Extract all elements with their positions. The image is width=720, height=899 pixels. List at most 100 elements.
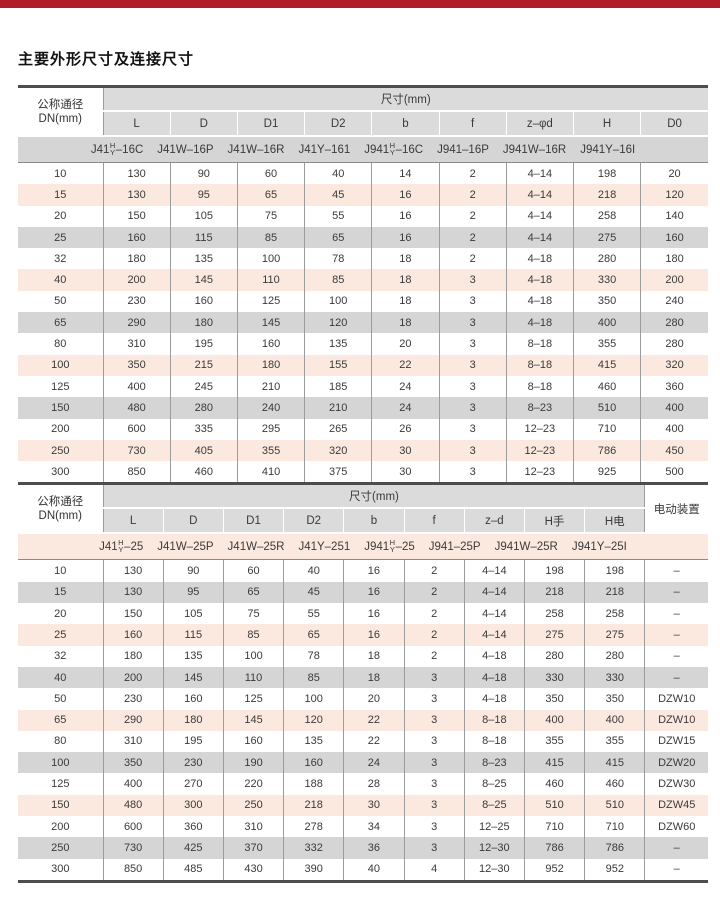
value-cell: 140 (640, 205, 708, 227)
table-row: 40 200 145 110 85 18 3 4–18 330 330– (18, 666, 708, 689)
value-cell: 130 (102, 184, 171, 206)
actuator-cell: DZW10 (644, 688, 708, 710)
column-header-7: H手 (523, 507, 585, 534)
model-designation: J41 H Y –25 (99, 539, 143, 554)
table-row: 300 850 460 410 375 30 3 12–23 925 500 (18, 461, 708, 483)
value-cell: 14 (371, 162, 440, 185)
value-cell: 160 (640, 226, 708, 249)
value-cell: 40 (283, 559, 344, 582)
value-cell: 185 (304, 375, 372, 398)
model-prefix: J41 (99, 540, 118, 553)
value-cell: 115 (169, 226, 238, 249)
value-cell: 36 (343, 837, 405, 859)
value-cell: 280 (572, 248, 641, 270)
value-cell: 415 (572, 354, 641, 376)
value-cell: 400 (102, 773, 164, 795)
table-row: 20 150 105 75 55 16 2 4–14 258 140 (18, 205, 708, 227)
dn-cell: 40 (54, 671, 67, 684)
value-cell: 245 (169, 375, 238, 398)
model-variant-bottom: Y (118, 544, 124, 554)
value-cell: 3 (403, 794, 465, 817)
value-cell: 355 (523, 730, 585, 753)
value-cell: 4–14 (463, 581, 525, 604)
value-cell: 710 (584, 816, 645, 838)
model-designation: J41W–25P (157, 540, 214, 553)
value-cell: 460 (169, 461, 238, 483)
model-variant-bottom: Y (389, 147, 395, 157)
value-cell: 218 (523, 581, 585, 604)
column-header-5: f (403, 507, 465, 534)
value-cell: 18 (371, 312, 440, 334)
value-cell: 22 (343, 709, 405, 731)
value-cell: 16 (343, 603, 405, 625)
model-designation: J41Y–251 (298, 540, 351, 553)
value-cell: 510 (572, 397, 641, 419)
value-cell: 320 (304, 439, 372, 462)
value-cell: 4–14 (505, 226, 574, 249)
model-prefix: J41 (90, 143, 110, 156)
column-header-1: D (169, 110, 238, 136)
value-cell: 710 (523, 816, 585, 838)
table-row: 50 230 160 125 100 18 3 4–18 350 240 (18, 290, 708, 313)
table-row: 32 180 135 100 78 18 2 4–18 280 280– (18, 645, 708, 667)
value-cell: 400 (523, 709, 585, 731)
value-cell: 200 (102, 269, 171, 291)
value-cell: 3 (403, 666, 465, 689)
model-designation: J941Y–25I (571, 540, 627, 553)
table-row: 25 160 115 85 65 16 2 4–14 275 160 (18, 226, 708, 249)
value-cell: 65 (222, 581, 284, 604)
table-row: 100 350 215 180 155 22 3 8–18 415 320 (18, 354, 708, 376)
value-cell: 786 (584, 837, 645, 859)
value-cell: 2 (438, 226, 507, 249)
model-designations: J41 H Y –25 J41W–25P J41W–25R J41Y–251 J941 H Y –2… (18, 539, 708, 554)
value-cell: 12–30 (463, 858, 525, 882)
table-row: 10 130 90 60 40 14 2 4–14 198 20 (18, 162, 708, 185)
model-variant-top: H (389, 140, 396, 150)
column-header-4: b (343, 507, 405, 534)
dn-cell: 20 (54, 607, 67, 620)
value-cell: 4–18 (463, 645, 525, 667)
value-cell: 450 (640, 439, 708, 462)
value-cell: 4–14 (505, 205, 574, 227)
value-cell: 16 (371, 184, 440, 206)
value-cell: 135 (304, 333, 372, 355)
value-cell: 16 (371, 205, 440, 227)
model-designation: J941W–16R (502, 143, 567, 156)
value-cell: 4–18 (505, 290, 574, 313)
actuator-cell: DZW10 (644, 709, 708, 731)
value-cell: 95 (162, 581, 224, 604)
value-cell: 95 (169, 184, 238, 206)
column-header-6: z–d (463, 507, 525, 534)
table-row: 300 850 485 430 390 40 4 12–30 952 952– (18, 858, 708, 882)
value-cell: 275 (584, 624, 645, 646)
dimension-tables: 公称通径 DN(mm) 尺寸(mm) L D D1 D2 b f z–φd H D0 J41 H Y –16C… (18, 85, 708, 883)
column-header-0: L (102, 110, 171, 136)
value-cell: 4–18 (505, 248, 574, 270)
value-cell: 160 (102, 624, 164, 646)
value-cell: 65 (304, 226, 372, 249)
value-cell: 125 (236, 290, 305, 313)
value-cell: 160 (236, 333, 305, 355)
value-cell: 300 (162, 794, 224, 817)
column-header-5: f (438, 110, 507, 136)
value-cell: 3 (438, 333, 507, 355)
column-header-6: z–φd (505, 110, 574, 136)
value-cell: 2 (403, 645, 465, 667)
value-cell: 220 (222, 773, 284, 795)
value-cell: 160 (169, 290, 238, 313)
model-prefix: J941 (364, 143, 390, 156)
value-cell: 415 (523, 752, 585, 774)
value-cell: 12–23 (505, 439, 574, 462)
dn-header-line2: DN(mm) (38, 509, 82, 522)
value-cell: 75 (236, 205, 305, 227)
table-row: 40 200 145 110 85 18 3 4–18 330 200 (18, 269, 708, 291)
value-cell: 360 (162, 816, 224, 838)
value-cell: 330 (584, 666, 645, 689)
dn-cell: 65 (54, 714, 67, 727)
value-cell: 180 (102, 645, 164, 667)
value-cell: 160 (222, 730, 284, 753)
value-cell: 3 (438, 312, 507, 334)
value-cell: 125 (222, 688, 284, 710)
table-row: 250 730 405 355 320 30 3 12–23 786 450 (18, 439, 708, 462)
